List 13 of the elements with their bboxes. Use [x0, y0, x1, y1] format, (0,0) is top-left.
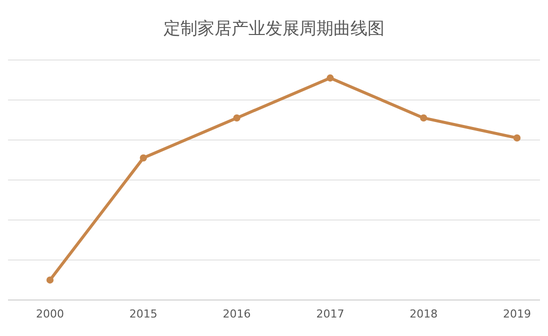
- point: [46, 276, 54, 284]
- x-tick-label: 2015: [129, 307, 158, 320]
- x-tick-label: 2018: [410, 307, 438, 320]
- point: [326, 74, 334, 82]
- point: [420, 114, 428, 122]
- x-tick-label: 2019: [503, 307, 531, 320]
- x-tick-label: 2016: [222, 307, 251, 320]
- point: [140, 154, 147, 162]
- x-tick-label: 2017: [316, 307, 344, 320]
- point: [233, 114, 240, 122]
- chart-title: 定制家居产业发展周期曲线图: [164, 19, 384, 39]
- x-tick-label: 2000: [36, 307, 64, 320]
- point: [513, 134, 521, 142]
